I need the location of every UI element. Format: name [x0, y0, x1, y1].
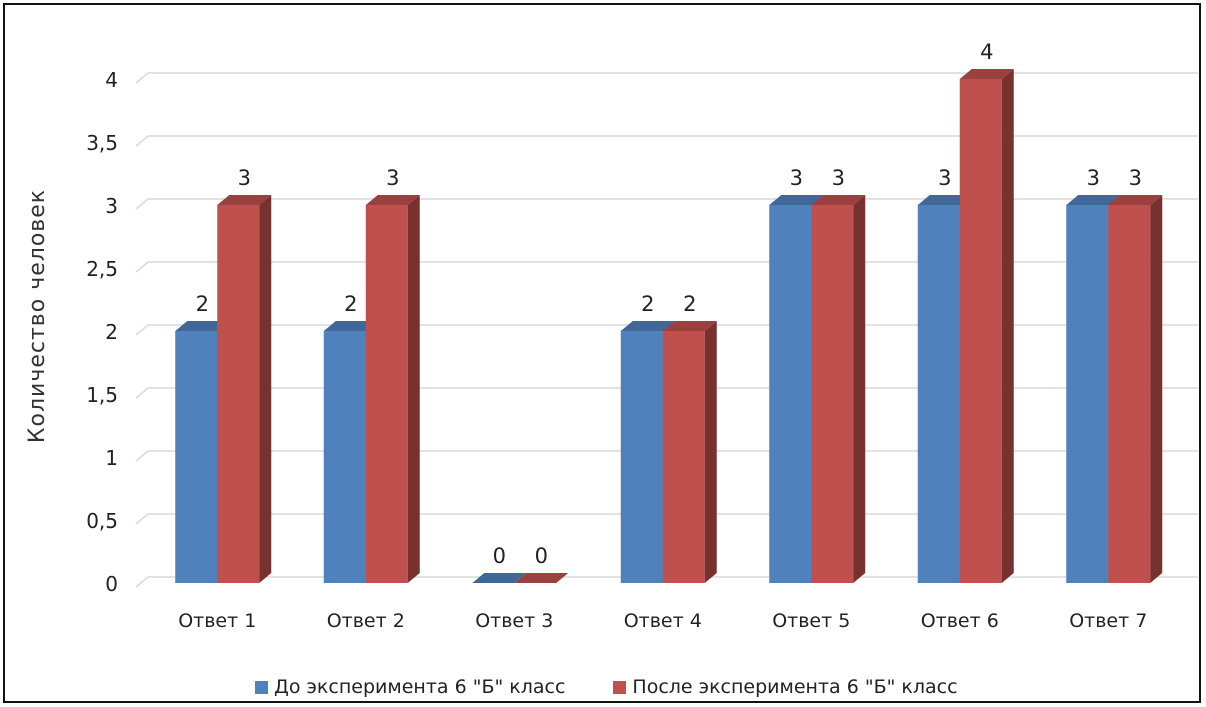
data-label: 0 — [535, 544, 548, 568]
legend-label-before: До эксперимента 6 "Б" класс — [274, 676, 566, 698]
gridline — [135, 135, 1198, 147]
bar-top — [959, 69, 1014, 79]
x-tick-label: Ответ 4 — [624, 610, 702, 632]
bar-front — [1108, 205, 1151, 583]
bar-top — [175, 321, 230, 331]
bar-top — [811, 195, 866, 205]
bar-top — [769, 195, 824, 205]
y-tick-label: 4 — [105, 68, 118, 92]
bar-front — [959, 79, 1002, 583]
y-tick-label: 3,5 — [86, 131, 118, 155]
data-label: 3 — [790, 166, 803, 190]
bar-after — [662, 321, 717, 583]
data-label: 3 — [832, 166, 845, 190]
bar-side — [259, 195, 272, 583]
bar-top — [514, 573, 569, 583]
data-label: 2 — [344, 292, 357, 316]
data-label: 3 — [386, 166, 399, 190]
bar-front — [1066, 205, 1109, 583]
bar-after — [365, 195, 420, 583]
bar-after — [811, 195, 866, 583]
y-tick-label: 2,5 — [86, 257, 118, 281]
bar-front — [769, 205, 812, 583]
data-label: 3 — [1087, 166, 1100, 190]
bar-after — [217, 195, 272, 583]
bar-top — [662, 321, 717, 331]
legend-swatch-after — [613, 680, 627, 694]
data-label: 4 — [980, 40, 993, 64]
bar-after — [514, 573, 569, 583]
bar-side — [1001, 69, 1014, 583]
bar-side — [407, 195, 420, 583]
gridline — [135, 72, 1198, 84]
bar-top — [472, 573, 527, 583]
bar-top — [217, 195, 272, 205]
bar-top — [917, 195, 972, 205]
data-label: 2 — [641, 292, 654, 316]
x-tick-label: Ответ 6 — [921, 610, 999, 632]
bar-before — [769, 195, 824, 583]
legend-swatch-before — [255, 680, 268, 694]
data-label: 3 — [238, 166, 251, 190]
data-label: 0 — [493, 544, 506, 568]
bar-after — [959, 69, 1014, 583]
bar-front — [217, 205, 260, 583]
x-tick-label: Ответ 7 — [1069, 610, 1147, 632]
data-label: 2 — [683, 292, 696, 316]
bar-side — [853, 195, 866, 583]
bar-top — [365, 195, 420, 205]
bar-front — [811, 205, 854, 583]
bar-top — [323, 321, 378, 331]
bar-front — [917, 205, 960, 583]
x-tick-label: Ответ 1 — [178, 610, 256, 632]
bar-top — [1108, 195, 1163, 205]
y-tick-label: 1 — [105, 446, 118, 470]
bar-before — [472, 573, 527, 583]
bar-top — [620, 321, 675, 331]
data-label: 3 — [1129, 166, 1142, 190]
data-label: 2 — [196, 292, 209, 316]
gridline — [135, 261, 1198, 273]
y-tick-label: 2 — [105, 320, 118, 344]
bar-front — [365, 205, 408, 583]
x-tick-label: Ответ 3 — [475, 610, 553, 632]
data-label: 3 — [938, 166, 951, 190]
bar-after — [1108, 195, 1163, 583]
bar-front — [620, 331, 663, 583]
x-tick-label: Ответ 2 — [327, 610, 405, 632]
y-tick-label: 0 — [105, 572, 118, 596]
y-tick-label: 1,5 — [86, 383, 118, 407]
legend-item-before: До эксперимента 6 "Б" класс — [255, 676, 565, 698]
bar-side — [704, 321, 717, 583]
legend-item-after: После эксперимента 6 "Б" класс — [613, 676, 958, 698]
x-tick-label: Ответ 5 — [772, 610, 850, 632]
bar-top — [1066, 195, 1121, 205]
gridline — [135, 198, 1198, 210]
bar-front — [175, 331, 218, 583]
bar-front — [323, 331, 366, 583]
y-axis-label: Количество человек — [25, 189, 50, 443]
legend: До эксперимента 6 "Б" класс После экспер… — [255, 676, 958, 698]
y-tick-label: 0,5 — [86, 509, 118, 533]
legend-label-after: После эксперимента 6 "Б" класс — [632, 676, 958, 698]
bar-front — [662, 331, 705, 583]
y-tick-label: 3 — [105, 194, 118, 218]
bar-side — [1150, 195, 1163, 583]
